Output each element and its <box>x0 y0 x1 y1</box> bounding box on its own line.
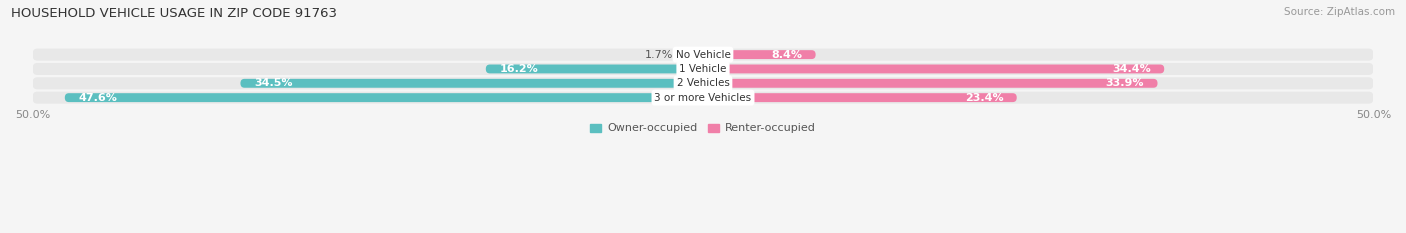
Text: HOUSEHOLD VEHICLE USAGE IN ZIP CODE 91763: HOUSEHOLD VEHICLE USAGE IN ZIP CODE 9176… <box>11 7 337 20</box>
FancyBboxPatch shape <box>32 77 1374 89</box>
Text: 8.4%: 8.4% <box>772 50 803 60</box>
FancyBboxPatch shape <box>703 65 1164 73</box>
Legend: Owner-occupied, Renter-occupied: Owner-occupied, Renter-occupied <box>591 123 815 134</box>
FancyBboxPatch shape <box>65 93 703 102</box>
Text: 16.2%: 16.2% <box>499 64 538 74</box>
FancyBboxPatch shape <box>240 79 703 88</box>
FancyBboxPatch shape <box>32 92 1374 104</box>
Text: 47.6%: 47.6% <box>79 93 117 103</box>
FancyBboxPatch shape <box>681 50 703 59</box>
FancyBboxPatch shape <box>486 65 703 73</box>
FancyBboxPatch shape <box>703 50 815 59</box>
Text: Source: ZipAtlas.com: Source: ZipAtlas.com <box>1284 7 1395 17</box>
Text: No Vehicle: No Vehicle <box>675 50 731 60</box>
Text: 2 Vehicles: 2 Vehicles <box>676 78 730 88</box>
Text: 33.9%: 33.9% <box>1105 78 1144 88</box>
Text: 34.5%: 34.5% <box>254 78 292 88</box>
Text: 1 Vehicle: 1 Vehicle <box>679 64 727 74</box>
FancyBboxPatch shape <box>32 49 1374 61</box>
FancyBboxPatch shape <box>32 63 1374 75</box>
Text: 23.4%: 23.4% <box>965 93 1004 103</box>
Text: 1.7%: 1.7% <box>645 50 673 60</box>
FancyBboxPatch shape <box>703 79 1157 88</box>
Text: 34.4%: 34.4% <box>1112 64 1150 74</box>
Text: 3 or more Vehicles: 3 or more Vehicles <box>654 93 752 103</box>
FancyBboxPatch shape <box>703 93 1017 102</box>
